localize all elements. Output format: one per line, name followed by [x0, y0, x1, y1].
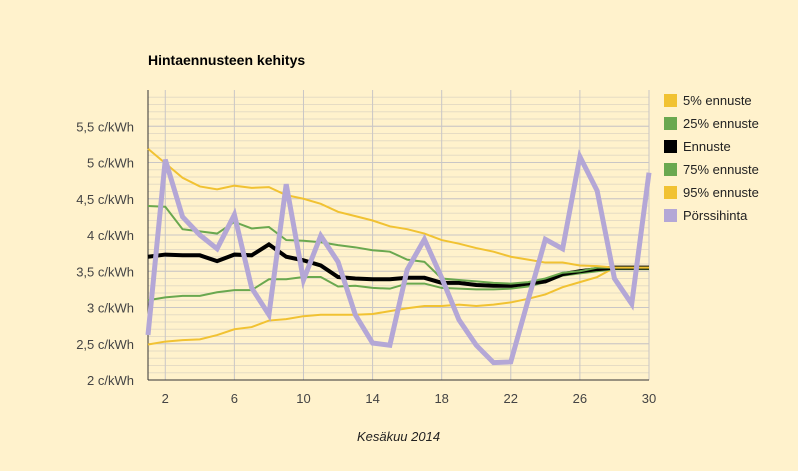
legend-swatch	[664, 94, 677, 107]
x-tick-label: 10	[296, 391, 310, 406]
series-line-ennuste	[147, 242, 649, 288]
legend-item: 95% ennuste	[664, 181, 759, 204]
legend-label: 95% ennuste	[683, 185, 759, 200]
x-tick-label: 30	[642, 391, 656, 406]
y-tick-label: 4 c/kWh	[87, 228, 134, 243]
legend-item: 75% ennuste	[664, 158, 759, 181]
chart-title: Hintaennusteen kehitys	[148, 52, 306, 68]
legend: 5% ennuste 25% ennuste Ennuste 75% ennuste 9…	[664, 89, 759, 227]
legend-swatch	[664, 117, 677, 130]
legend-label: Ennuste	[683, 139, 731, 154]
legend-swatch	[664, 140, 677, 153]
y-tick-label: 2 c/kWh	[87, 373, 134, 388]
y-tick-label: 3 c/kWh	[87, 301, 134, 316]
y-tick-label: 2,5 c/kWh	[76, 337, 134, 352]
x-axis-label: Kesäkuu 2014	[356, 429, 441, 444]
series-line-p-rssihinta	[145, 149, 652, 366]
legend-swatch	[664, 209, 677, 222]
y-tick-label: 5,5 c/kWh	[76, 119, 134, 134]
legend-label: 75% ennuste	[683, 162, 759, 177]
legend-label: Pörssihinta	[683, 208, 748, 223]
x-tick-label: 26	[573, 391, 587, 406]
y-tick-label: 4,5 c/kWh	[76, 192, 134, 207]
series-line-95-ennuste	[147, 147, 649, 269]
x-tick-label: 18	[434, 391, 448, 406]
x-tick-label: 14	[365, 391, 379, 406]
legend-label: 25% ennuste	[683, 116, 759, 131]
y-tick-label: 5 c/kWh	[87, 156, 134, 171]
x-tick-label: 6	[231, 391, 238, 406]
legend-label: 5% ennuste	[683, 93, 752, 108]
legend-item: 5% ennuste	[664, 89, 759, 112]
legend-swatch	[664, 163, 677, 176]
x-tick-label: 2	[162, 391, 169, 406]
series-line-75-ennuste	[147, 205, 649, 285]
legend-item: 25% ennuste	[664, 112, 759, 135]
x-tick-label: 22	[504, 391, 518, 406]
y-tick-label: 3,5 c/kWh	[76, 264, 134, 279]
legend-item: Ennuste	[664, 135, 759, 158]
legend-item: Pörssihinta	[664, 204, 759, 227]
legend-swatch	[664, 186, 677, 199]
